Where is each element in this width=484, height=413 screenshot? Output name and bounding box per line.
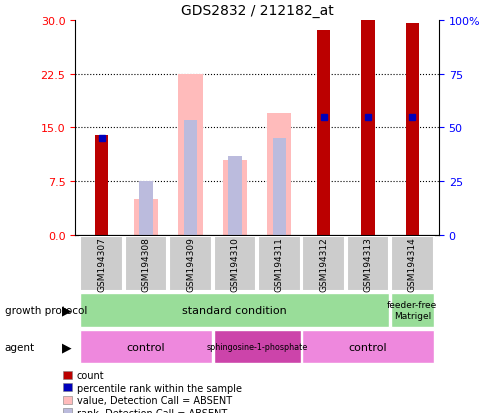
Bar (213, 237, 256, 291)
Bar (390, 294, 433, 327)
Text: GSM194313: GSM194313 (363, 237, 372, 291)
Bar (228, 157, 241, 235)
Text: growth protocol: growth protocol (5, 306, 87, 316)
Text: GSM194314: GSM194314 (407, 237, 416, 291)
Text: feeder-free
Matrigel: feeder-free Matrigel (386, 300, 437, 320)
Bar (361, 21, 374, 235)
Bar (213, 330, 300, 363)
Bar (390, 237, 433, 291)
Text: agent: agent (5, 342, 35, 352)
Bar (80, 294, 389, 327)
Bar (183, 121, 197, 235)
Text: GSM194310: GSM194310 (230, 237, 239, 291)
Text: control: control (348, 342, 386, 352)
Text: sphingosine-1-phosphate: sphingosine-1-phosphate (206, 342, 307, 351)
Text: ▶: ▶ (62, 304, 72, 317)
Bar (302, 330, 433, 363)
Text: GSM194307: GSM194307 (97, 237, 106, 291)
Bar (222, 160, 246, 235)
Text: GSM194312: GSM194312 (318, 237, 327, 291)
Text: GSM194311: GSM194311 (274, 237, 283, 291)
Bar (272, 139, 285, 235)
Bar (95, 135, 108, 235)
Bar (267, 114, 291, 235)
Bar (257, 237, 300, 291)
Bar (346, 237, 389, 291)
Text: GSM194308: GSM194308 (141, 237, 151, 291)
Legend: count, percentile rank within the sample, value, Detection Call = ABSENT, rank, : count, percentile rank within the sample… (63, 370, 241, 413)
Bar (80, 237, 123, 291)
Bar (169, 237, 212, 291)
Bar (302, 237, 344, 291)
Title: GDS2832 / 212182_at: GDS2832 / 212182_at (181, 4, 333, 18)
Text: ▶: ▶ (62, 340, 72, 354)
Text: control: control (127, 342, 165, 352)
Bar (139, 182, 152, 235)
Bar (134, 199, 158, 235)
Bar (124, 237, 167, 291)
Bar (80, 330, 212, 363)
Text: GSM194309: GSM194309 (186, 237, 195, 291)
Text: standard condition: standard condition (182, 305, 287, 315)
Bar (405, 24, 418, 235)
Bar (316, 31, 330, 235)
Bar (178, 74, 202, 235)
